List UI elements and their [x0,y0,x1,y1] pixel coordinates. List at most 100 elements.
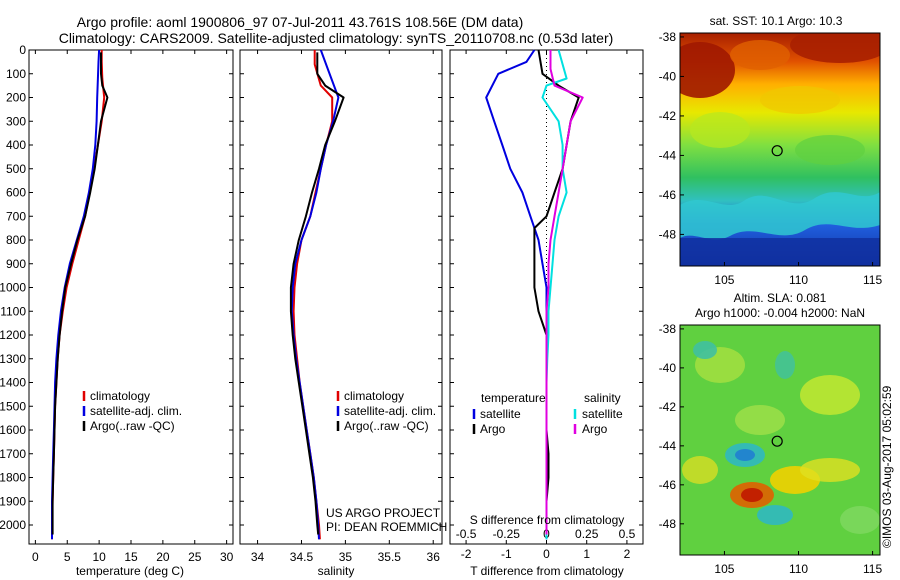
s-tick-label: 0.5 [619,527,636,541]
credit-project: US ARGO PROJECT [326,506,441,520]
y-tick-label: 1100 [0,304,26,318]
x-tick-label: 15 [124,550,138,564]
map-y-tick-label: -46 [659,188,677,202]
map-y-tick-label: -48 [659,517,677,531]
y-tick-label: 0 [19,43,26,57]
y-tick-label: 1300 [0,352,26,366]
plot-frame [239,49,443,545]
salinity-panel: 34 34.5 35 35.5 36 climatologysatellite-adj. … [239,49,443,564]
y-tick-label: 2000 [0,518,26,532]
legend-label: Argo(..raw -QC) [344,419,429,433]
y-tick-label: 700 [6,209,26,223]
x-tick-label: 36 [427,550,441,564]
legend-title-temperature: temperature [481,391,546,405]
map-y-tick-label: -48 [659,227,677,241]
y-tick-label: 1700 [0,447,26,461]
y-tick-label: 1800 [0,471,26,485]
y-tick-label: 400 [6,138,26,152]
x-tick-label: 5 [64,550,71,564]
map-x-tick-label: 115 [863,562,882,576]
y-tick-label: 200 [6,91,26,105]
x-tick-label: 35 [339,550,353,564]
y-tick-label: 500 [6,162,26,176]
series-line-temperature-satellite [485,49,548,540]
legend-label: satellite [582,407,623,421]
y-tick-label: 300 [6,114,26,128]
legend-label: Argo [480,422,506,436]
s-tick-label: 0.25 [575,527,599,541]
figure-title-line1: Argo profile: aoml 1900806_97 07-Jul-201… [77,14,523,30]
x-tick-label: 25 [188,550,202,564]
series-line-temperature-argo [533,49,580,535]
y-tick-label: 100 [6,67,26,81]
x-tick-label: 2 [624,547,631,561]
y-tick-label: 1400 [0,376,26,390]
sla-map-title1: Altim. SLA: 0.081 [734,291,827,305]
x-tick-label: 1 [583,547,590,561]
y-tick-label: 1600 [0,423,26,437]
sst-heatmap [680,33,880,266]
map-y-tick-label: -40 [659,69,677,83]
legend-label: Argo [582,422,608,436]
x-tick-label: 10 [92,550,106,564]
y-tick-label: 1000 [0,281,26,295]
series-line-salinity-argo [545,50,584,535]
series-line-satellite-adj-clim- [51,49,101,540]
legend-label: satellite [480,407,521,421]
map-y-tick-label: -44 [659,439,677,453]
salinity-xlabel: salinity [318,564,355,578]
x-tick-label: 0 [32,550,39,564]
temperature-xlabel: temperature (deg C) [76,564,184,578]
imos-timestamp: ©IMOS 03-Aug-2017 05:02:59 [880,385,894,548]
y-tick-label: 1200 [0,328,26,342]
x-tick-label: 30 [220,550,234,564]
y-tick-label: 1500 [0,399,26,413]
y-tick-label: 600 [6,186,26,200]
map-x-tick-label: 115 [863,273,882,287]
difference-panel: -2-1012-0.5-0.2500.250.5temperaturesalin… [449,49,644,561]
map-y-tick-label: -46 [659,478,677,492]
map-y-tick-label: -38 [659,30,677,44]
credit-pi: PI: DEAN ROEMMICH [326,520,447,534]
s-tick-label: -0.5 [456,527,477,541]
x-tick-label: 20 [156,550,170,564]
sla-map-title2: Argo h1000: -0.004 h2000: NaN [695,306,865,320]
map-y-tick-label: -42 [659,400,677,414]
legend-label: satellite-adj. clim. [90,404,182,418]
x-tick-label: 34 [251,550,265,564]
sst-map-title: sat. SST: 10.1 Argo: 10.3 [710,14,843,28]
legend-label: climatology [90,389,150,403]
map-x-tick-label: 105 [714,273,734,287]
figure-title-line2: Climatology: CARS2009. Satellite-adjuste… [59,30,614,46]
x-tick-label: 0 [543,547,550,561]
legend-label: satellite-adj. clim. [344,404,436,418]
x-tick-label: -1 [501,547,512,561]
legend-title-salinity: salinity [584,391,621,405]
y-tick-label: 1900 [0,494,26,508]
series-line-argo-raw-qc- [51,52,109,535]
difference-xlabel: T difference from climatology [470,564,624,578]
sla-heatmap [680,325,880,555]
map-y-tick-label: -40 [659,361,677,375]
y-tick-label: 900 [6,257,26,271]
map-x-tick-label: 110 [789,273,808,287]
x-tick-label: 35.5 [378,550,402,564]
map-y-tick-label: -42 [659,109,677,123]
x-tick-label: -2 [461,547,472,561]
map-ticks: 105 110 115 -38 -40 -42 -44 -46 -48 105 110 115 -38 -… [659,30,883,576]
y-tick-label: 800 [6,233,26,247]
legend-label: climatology [344,389,404,403]
series-line-argo-raw-qc- [289,52,345,535]
sst-profile-marker [771,145,783,157]
difference-xlabel-top: S difference from climatology [470,513,625,527]
map-y-tick-label: -38 [659,322,677,336]
legend-label: Argo(..raw -QC) [90,419,175,433]
sla-profile-marker [771,435,783,447]
plot-frame [28,49,234,545]
map-x-tick-label: 105 [714,562,734,576]
x-tick-label: 34.5 [290,550,314,564]
s-tick-label: -0.25 [493,527,521,541]
map-y-tick-label: -44 [659,148,677,162]
temperature-panel: 0 5 10 15 20 25 300100200300400500600700800900… [0,43,234,564]
